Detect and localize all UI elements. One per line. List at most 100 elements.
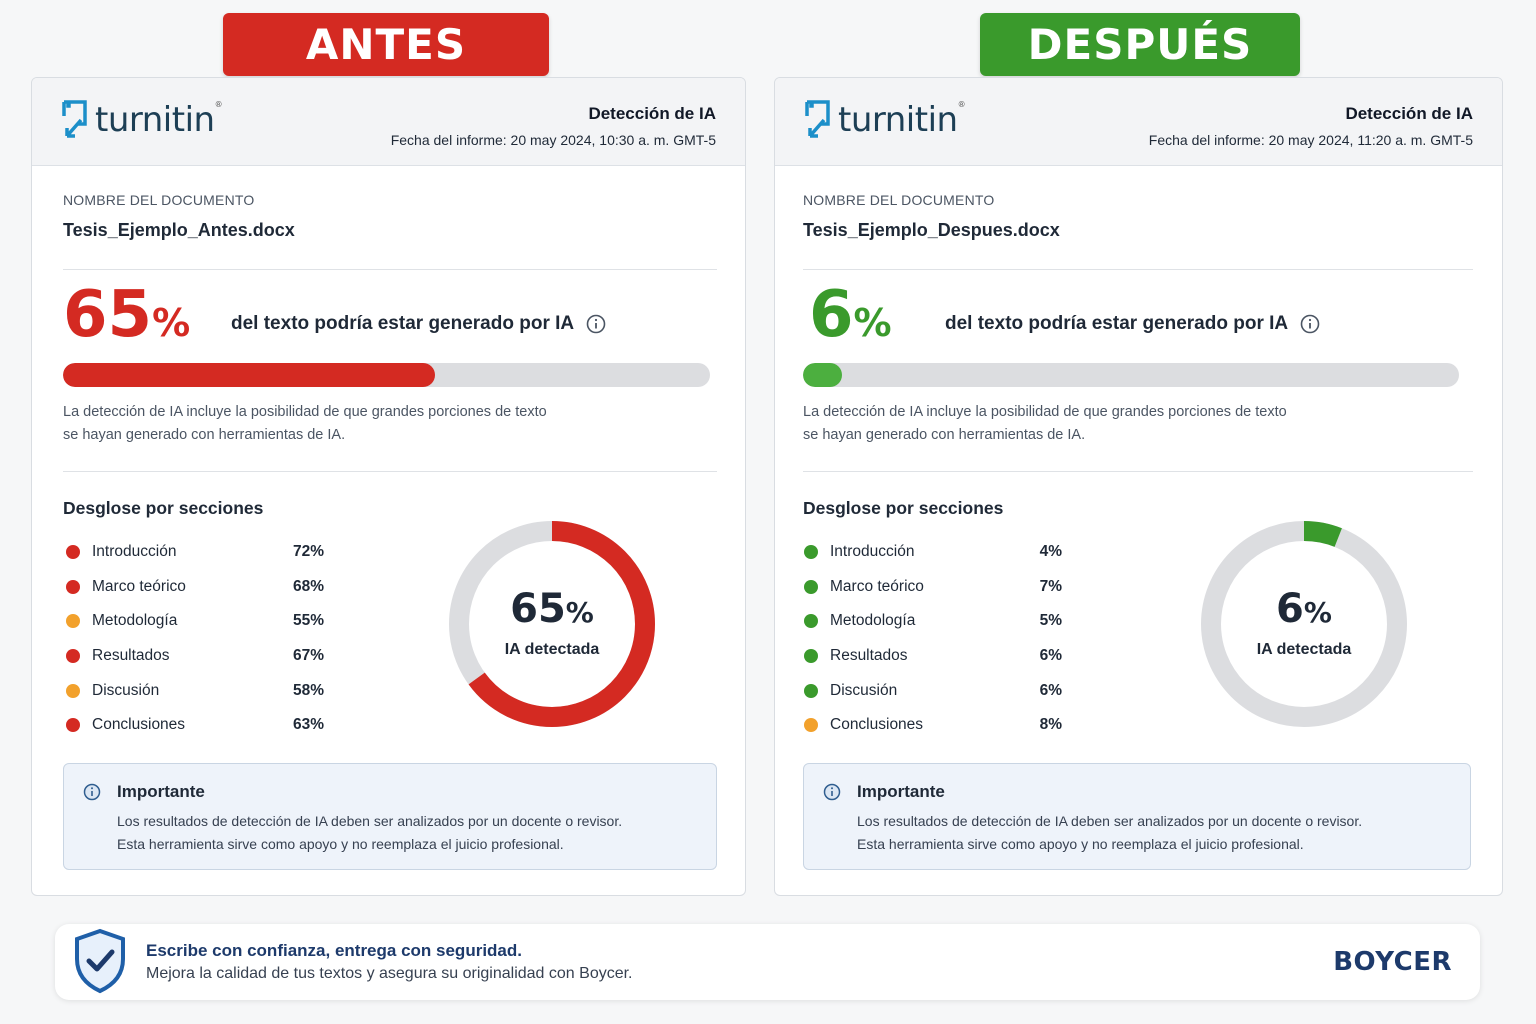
status-dot <box>66 545 80 560</box>
section-row: Discusión 6% <box>804 673 1062 708</box>
status-dot <box>804 649 818 664</box>
section-name: Introducción <box>92 543 177 561</box>
section-row: Introducción 4% <box>804 535 1062 570</box>
report-card-after: turnitin® Detección de IA Fecha del info… <box>774 77 1503 896</box>
document-name-label: NOMBRE DEL DOCUMENTO <box>63 192 255 208</box>
status-dot <box>66 649 80 664</box>
section-value: 5% <box>1039 612 1062 630</box>
logo-text: turnitin® <box>95 100 223 140</box>
status-dot <box>804 718 818 733</box>
donut-percentage: 65% <box>510 586 594 632</box>
status-dot <box>804 579 818 594</box>
info-icon[interactable] <box>1300 314 1320 334</box>
document-name-label: NOMBRE DEL DOCUMENTO <box>803 192 995 208</box>
footer-title: Escribe con confianza, entrega con segur… <box>146 941 522 960</box>
document-name: Tesis_Ejemplo_Despues.docx <box>803 220 1060 240</box>
detection-description: La detección de IA incluye la posibilida… <box>803 404 1287 443</box>
report-title: Detección de IA <box>588 104 716 123</box>
status-dot <box>804 683 818 698</box>
section-value: 72% <box>292 543 324 561</box>
divider <box>63 269 717 270</box>
footer-banner: Escribe con confianza, entrega con segur… <box>55 924 1480 1000</box>
ai-percentage-text: del texto podría estar generado por IA <box>945 313 1320 335</box>
note-text: Los resultados de detección de IA deben … <box>857 813 1363 852</box>
ai-percentage: 6% <box>809 278 892 352</box>
section-name: Conclusiones <box>830 716 924 734</box>
section-value: 6% <box>1039 681 1062 699</box>
ai-progress-bar <box>803 363 1459 387</box>
ai-progress-fill <box>63 363 436 387</box>
divider <box>63 471 717 472</box>
note-title: Importante <box>857 782 945 801</box>
section-name: Introducción <box>830 543 915 561</box>
ai-donut-chart: 6% IA detectada <box>1198 518 1410 730</box>
section-name: Discusión <box>92 681 160 699</box>
section-value: 8% <box>1039 716 1062 734</box>
section-value: 58% <box>292 681 324 699</box>
report-date: Fecha del informe: 20 may 2024, 11:20 a.… <box>1148 132 1473 148</box>
note-title: Importante <box>117 782 205 801</box>
logo-text: turnitin® <box>838 100 966 140</box>
report-date: Fecha del informe: 20 may 2024, 10:30 a.… <box>390 132 716 148</box>
section-value: 7% <box>1039 577 1062 595</box>
footer-subtitle: Mejora la calidad de tus textos y asegur… <box>146 965 633 982</box>
section-name: Resultados <box>92 647 170 665</box>
section-name: Metodología <box>830 612 916 630</box>
ai-percentage-text: del texto podría estar generado por IA <box>231 313 606 335</box>
section-row: Marco teórico 68% <box>66 570 324 605</box>
section-value: 68% <box>292 577 324 595</box>
turnitin-logo: turnitin® <box>804 98 966 142</box>
report-header: turnitin® Detección de IA Fecha del info… <box>32 78 745 166</box>
status-dot <box>66 579 80 594</box>
donut-label: IA detectada <box>1256 641 1352 658</box>
section-value: 55% <box>292 612 324 630</box>
note-text: Los resultados de detección de IA deben … <box>117 813 623 852</box>
important-note: Importante Los resultados de detección d… <box>803 763 1471 870</box>
important-note: Importante Los resultados de detección d… <box>63 763 717 870</box>
donut-percentage: 6% <box>1276 586 1332 632</box>
status-dot <box>804 545 818 560</box>
section-breakdown-title: Desglose por secciones <box>803 498 1004 518</box>
donut-arc <box>449 521 655 727</box>
section-name: Marco teórico <box>92 577 186 595</box>
document-name: Tesis_Ejemplo_Antes.docx <box>63 220 295 240</box>
section-row: Conclusiones 63% <box>66 708 324 743</box>
section-name: Resultados <box>830 647 908 665</box>
section-name: Discusión <box>830 681 898 699</box>
info-icon[interactable] <box>586 314 606 334</box>
status-dot <box>66 718 80 733</box>
section-row: Discusión 58% <box>66 673 324 708</box>
donut-arc <box>1201 521 1407 727</box>
section-name: Marco teórico <box>830 577 924 595</box>
ai-donut-chart: 65% IA detectada <box>446 518 658 730</box>
section-value: 6% <box>1039 647 1062 665</box>
section-row: Introducción 72% <box>66 535 324 570</box>
section-value: 4% <box>1039 543 1062 561</box>
section-row: Metodología 5% <box>804 604 1062 639</box>
info-icon <box>823 783 841 801</box>
ai-percentage: 65% <box>63 278 191 352</box>
section-row: Resultados 67% <box>66 639 324 674</box>
section-name: Conclusiones <box>92 716 186 734</box>
turnitin-logo-icon <box>805 100 830 138</box>
report-title: Detección de IA <box>1345 104 1473 123</box>
donut-svg <box>449 521 655 727</box>
section-name: Metodología <box>92 612 178 630</box>
turnitin-logo: turnitin® <box>61 98 223 142</box>
section-value: 67% <box>292 647 324 665</box>
status-dot <box>66 683 80 698</box>
status-dot <box>66 614 80 629</box>
info-icon <box>83 783 101 801</box>
ai-progress-fill <box>803 363 843 387</box>
detection-description: La detección de IA incluye la posibilida… <box>63 404 547 443</box>
boycer-logo: BOYCER <box>1333 947 1452 977</box>
after-badge: DESPUÉS <box>980 13 1300 76</box>
ai-progress-bar <box>63 363 710 387</box>
section-row: Marco teórico 7% <box>804 570 1062 605</box>
section-breakdown-title: Desglose por secciones <box>63 498 264 518</box>
before-badge: ANTES <box>223 13 549 76</box>
section-row: Resultados 6% <box>804 639 1062 674</box>
report-card-before: turnitin® Detección de IA Fecha del info… <box>31 77 746 896</box>
section-row: Metodología 55% <box>66 604 324 639</box>
section-breakdown-list: Introducción 72% Marco teórico 68% Metodolog… <box>66 535 324 743</box>
